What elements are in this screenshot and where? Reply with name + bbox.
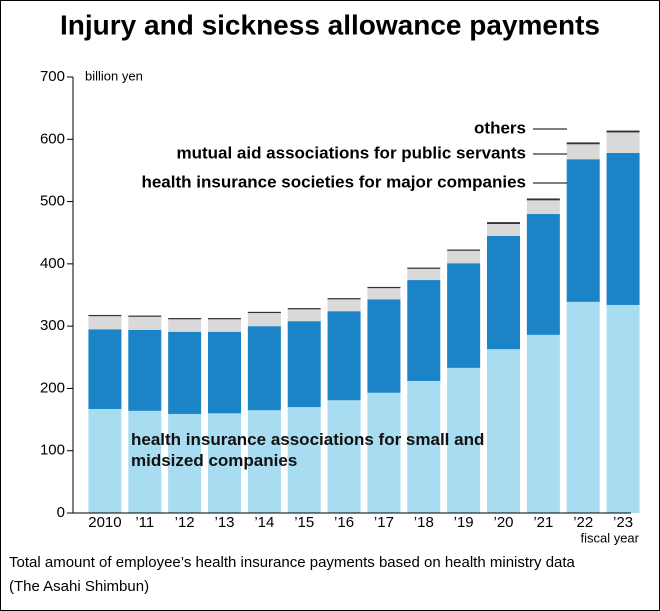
bar-segment	[447, 367, 481, 513]
bar-segment	[566, 301, 600, 513]
y-tick-label: 600	[40, 130, 65, 147]
bar-segment	[208, 318, 241, 320]
bar-segment	[407, 267, 441, 269]
bar-segment	[128, 329, 162, 411]
bar-segment	[606, 304, 640, 513]
bar-segment	[487, 222, 520, 224]
bar-segment	[367, 286, 401, 289]
bar-segment	[287, 308, 321, 310]
bar-segment	[487, 235, 520, 350]
bar-segment	[88, 316, 122, 330]
bar-segment	[128, 315, 162, 317]
x-tick-label: ’16	[334, 514, 354, 531]
bar-segment	[526, 198, 560, 201]
bar-segment	[566, 159, 600, 302]
series-label: others	[474, 118, 526, 137]
bar-segment	[168, 319, 202, 332]
y-tick-label: 500	[40, 193, 65, 210]
bar-segment	[287, 407, 321, 513]
series-label: health insurance associations for small …	[131, 430, 485, 470]
x-tick-label: ’14	[254, 514, 274, 531]
bar-segment	[487, 349, 520, 513]
bar-segment	[88, 408, 122, 513]
bar-segment	[526, 200, 560, 215]
bar-segment	[327, 400, 361, 513]
bar-segment	[88, 329, 122, 409]
x-tick-label: ’18	[414, 514, 434, 531]
bar-segment	[208, 331, 241, 414]
credit: (The Asahi Shimbun)	[9, 578, 149, 595]
bar-segment	[247, 326, 281, 411]
bar-segment	[168, 413, 202, 513]
x-tick-label: ’11	[135, 514, 154, 531]
source: Total amount of employee’s health insura…	[9, 554, 576, 571]
bar-segment	[606, 132, 640, 153]
bar-segment	[247, 313, 281, 327]
x-tick-label: 2010	[88, 514, 121, 531]
y-tick-label: 0	[57, 504, 65, 521]
bar-segment	[208, 413, 241, 513]
y-tick-label: 400	[40, 255, 65, 272]
series-label: health insurance societies for major com…	[141, 172, 526, 191]
bar-segment	[526, 334, 560, 513]
bar-segment	[447, 250, 481, 264]
y-unit: billion yen	[85, 68, 143, 83]
bar-segment	[247, 410, 281, 513]
bar-segment	[367, 288, 401, 300]
x-tick-label: ’17	[374, 514, 394, 531]
x-tick-label: ’12	[175, 514, 195, 531]
x-tick-label: ’15	[294, 514, 314, 531]
bar-segment	[566, 142, 600, 145]
x-tick-label: ’23	[613, 514, 633, 531]
y-tick-label: 300	[40, 317, 65, 334]
bar-segment	[447, 249, 481, 251]
x-tick-label: ’20	[493, 514, 513, 531]
bar-segment	[367, 299, 401, 393]
bar-segment	[407, 380, 441, 513]
bar-segment	[168, 331, 202, 414]
bar-segment	[566, 144, 600, 160]
bar-segment	[407, 268, 441, 281]
bar-segment	[327, 299, 361, 312]
bar-segment	[447, 263, 481, 368]
x-label: fiscal year	[580, 530, 639, 545]
bar-segment	[407, 280, 441, 381]
x-tick-label: ’21	[533, 514, 553, 531]
bar-segment	[526, 214, 560, 335]
bar-segment	[327, 298, 361, 300]
bar-segment	[367, 392, 401, 513]
bar-segment	[128, 316, 162, 330]
bar-segment	[168, 318, 202, 320]
bar-segment	[88, 314, 122, 317]
bar-segment	[606, 130, 640, 133]
bar-segment	[208, 319, 241, 332]
y-tick-label: 100	[40, 442, 65, 459]
chart-title: Injury and sickness allowance payments	[60, 9, 600, 40]
bar-segment	[487, 223, 520, 236]
x-tick-label: ’13	[214, 514, 234, 531]
bar-segment	[247, 311, 281, 314]
bar-segment	[606, 152, 640, 305]
series-label: mutual aid associations for public serva…	[176, 143, 526, 162]
bar-segment	[287, 309, 321, 322]
x-tick-label: ’19	[454, 514, 474, 531]
bar-segment	[287, 321, 321, 408]
y-tick-label: 700	[40, 68, 65, 85]
x-tick-label: ’22	[573, 514, 593, 531]
bar-segment	[327, 311, 361, 401]
y-tick-label: 200	[40, 379, 65, 396]
bar-segment	[128, 410, 162, 513]
